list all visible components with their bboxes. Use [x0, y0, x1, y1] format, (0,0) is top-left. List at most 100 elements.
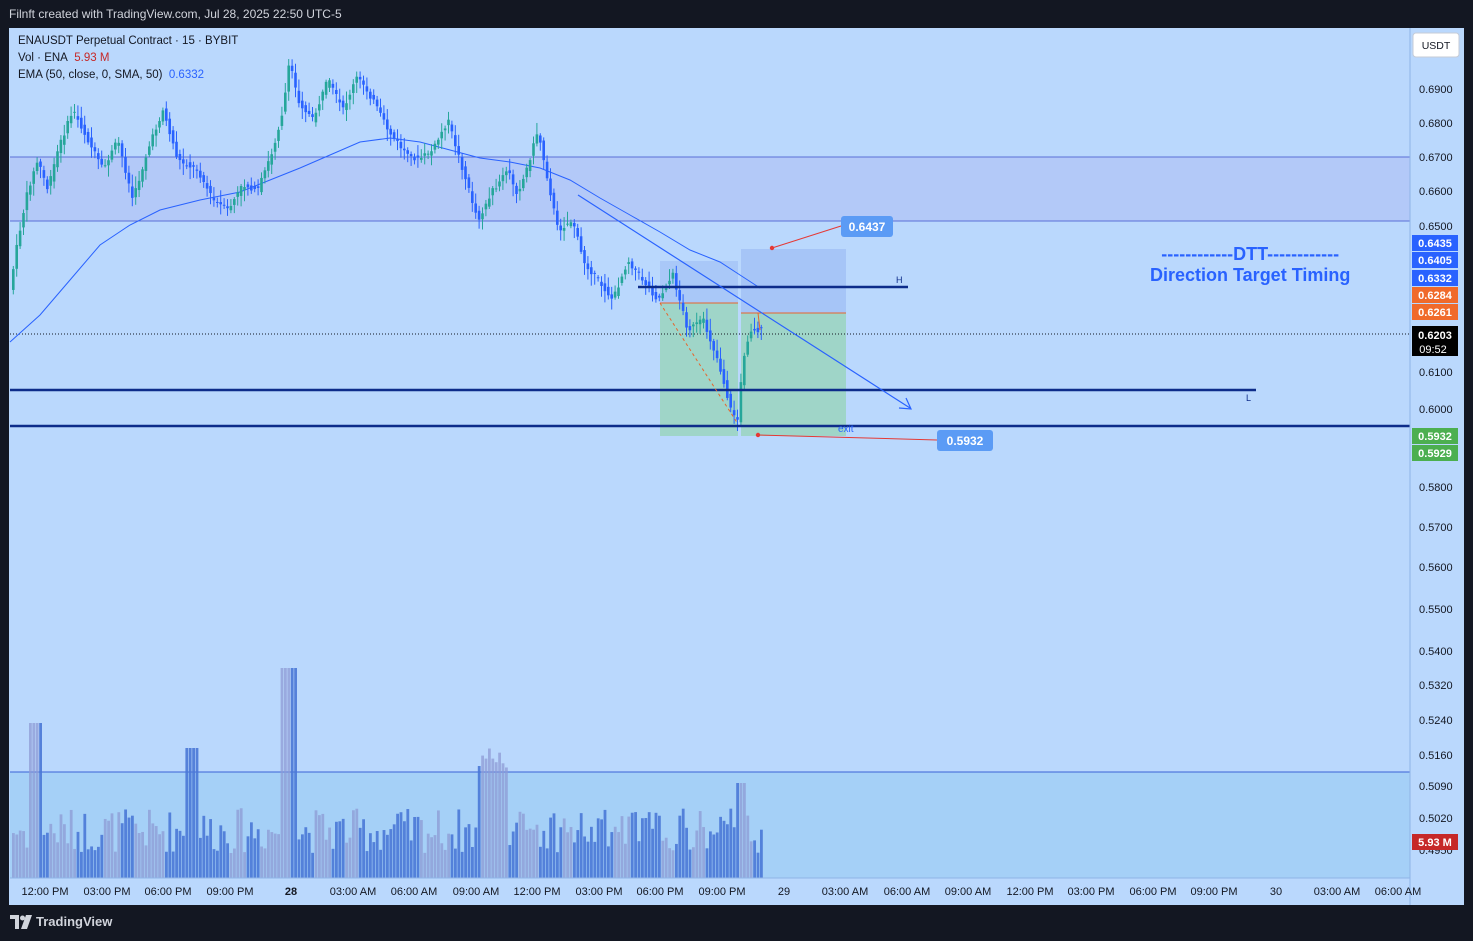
candle-body: [39, 161, 42, 167]
volume-bar: [253, 838, 257, 878]
candle-body: [362, 80, 365, 85]
candle-body: [749, 331, 753, 339]
chart-caption-bar: Filnft created with TradingView.com, Jul…: [0, 0, 1473, 28]
bar-countdown: 09:52: [1419, 344, 1447, 356]
candle-body: [562, 227, 566, 231]
price-badge[interactable]: [1412, 304, 1458, 320]
volume-bar: [481, 755, 484, 878]
volume-bar: [545, 848, 549, 878]
candle-body: [413, 156, 416, 161]
candle-body: [66, 121, 69, 134]
volume-bar: [273, 833, 277, 878]
candle-body: [484, 203, 488, 210]
price-badge[interactable]: [1412, 445, 1458, 461]
dtt-annotation[interactable]: ------------DTT------------ Direction Ta…: [1150, 244, 1350, 286]
volume-bar: [739, 783, 743, 878]
candle-body: [471, 191, 474, 203]
candle-body: [399, 141, 403, 149]
candle-body: [464, 166, 467, 180]
candle-body: [202, 175, 205, 183]
volume-bar: [86, 849, 90, 878]
volume-legend-value: 5.93 M: [74, 52, 110, 64]
candle-body: [297, 90, 301, 104]
time-tick-label: 06:00 AM: [391, 886, 437, 898]
time-tick-label: 03:00 AM: [1314, 886, 1360, 898]
volume-bar: [345, 842, 348, 878]
volume-legend[interactable]: Vol · ENA 5.93 M: [18, 50, 238, 67]
candle-body: [15, 244, 18, 269]
target-bottom-tag[interactable]: [937, 430, 993, 451]
volume-bar: [348, 837, 352, 878]
volume-bar: [355, 808, 359, 878]
volume-bar: [590, 826, 593, 878]
time-tick-label: 06:00 PM: [636, 886, 683, 898]
volume-bar: [144, 845, 148, 878]
candle-body: [739, 382, 743, 423]
volume-bar: [746, 815, 750, 878]
volume-bar: [49, 823, 53, 878]
price-tick-label: 0.6900: [1419, 84, 1453, 96]
volume-bar: [188, 748, 192, 878]
last-price-badge[interactable]: [1412, 326, 1458, 356]
candle-body: [712, 341, 715, 351]
price-badge[interactable]: [1412, 235, 1458, 251]
candle-body: [579, 236, 583, 252]
trend-line[interactable]: [577, 194, 911, 409]
volume-bar: [491, 758, 495, 878]
candle-body: [634, 268, 637, 270]
target-top-tag[interactable]: [841, 216, 893, 237]
volume-bar: [304, 827, 308, 878]
ema-legend-value: 0.6332: [168, 69, 205, 81]
symbol-title[interactable]: ENAUSDT Perpetual Contract · 15 · BYBIT: [18, 35, 239, 47]
candle-body: [552, 192, 556, 209]
candle-body: [620, 276, 624, 283]
candle-body: [661, 293, 664, 299]
candle-body: [664, 288, 668, 291]
volume-bar: [229, 852, 233, 878]
volume-bar: [569, 827, 573, 878]
volume-bar: [668, 848, 671, 878]
volume-bar: [103, 818, 107, 878]
price-badge[interactable]: [1412, 287, 1458, 303]
volume-bar: [307, 832, 311, 878]
price-badge[interactable]: [1412, 252, 1458, 268]
volume-bar: [423, 852, 427, 878]
resistance-zone: [10, 157, 1410, 221]
volume-bar: [154, 826, 158, 878]
volume-bar: [182, 835, 185, 878]
ema-legend[interactable]: EMA (50, close, 0, SMA, 50) 0.6332: [18, 67, 238, 84]
volume-bar: [596, 818, 600, 878]
tradingview-logo[interactable]: TradingView: [10, 914, 112, 929]
candle-body: [630, 261, 634, 269]
volume-bar: [165, 851, 168, 878]
volume-bar: [705, 848, 709, 878]
candle-body: [222, 204, 226, 206]
volume-bar: [73, 848, 76, 878]
candle-body: [457, 146, 460, 155]
candle-body: [318, 104, 321, 111]
volume-bar: [678, 815, 682, 878]
candle-body: [559, 225, 562, 231]
price-badge[interactable]: [1412, 428, 1458, 444]
chart-legend: ENAUSDT Perpetual Contract · 15 · BYBIT …: [18, 33, 238, 84]
price-badge[interactable]: [1412, 270, 1458, 286]
candle-body: [175, 141, 178, 157]
volume-bar: [131, 815, 134, 878]
volume-bar: [579, 813, 583, 878]
candle-body: [304, 105, 307, 113]
volume-bar: [406, 809, 410, 878]
volume-bar: [760, 829, 763, 878]
candle-body: [511, 174, 515, 185]
candle-body: [29, 185, 32, 195]
currency-button[interactable]: [1412, 32, 1460, 58]
volume-bar: [695, 830, 699, 878]
candle-body: [253, 186, 256, 190]
candle-body: [607, 286, 610, 296]
volume-bar: [399, 812, 403, 878]
candle-body: [188, 162, 192, 168]
volume-bar: [107, 820, 110, 878]
dtt-subtitle: Direction Target Timing: [1150, 265, 1351, 285]
candle-body: [250, 185, 253, 191]
volume-bar: [69, 809, 73, 878]
